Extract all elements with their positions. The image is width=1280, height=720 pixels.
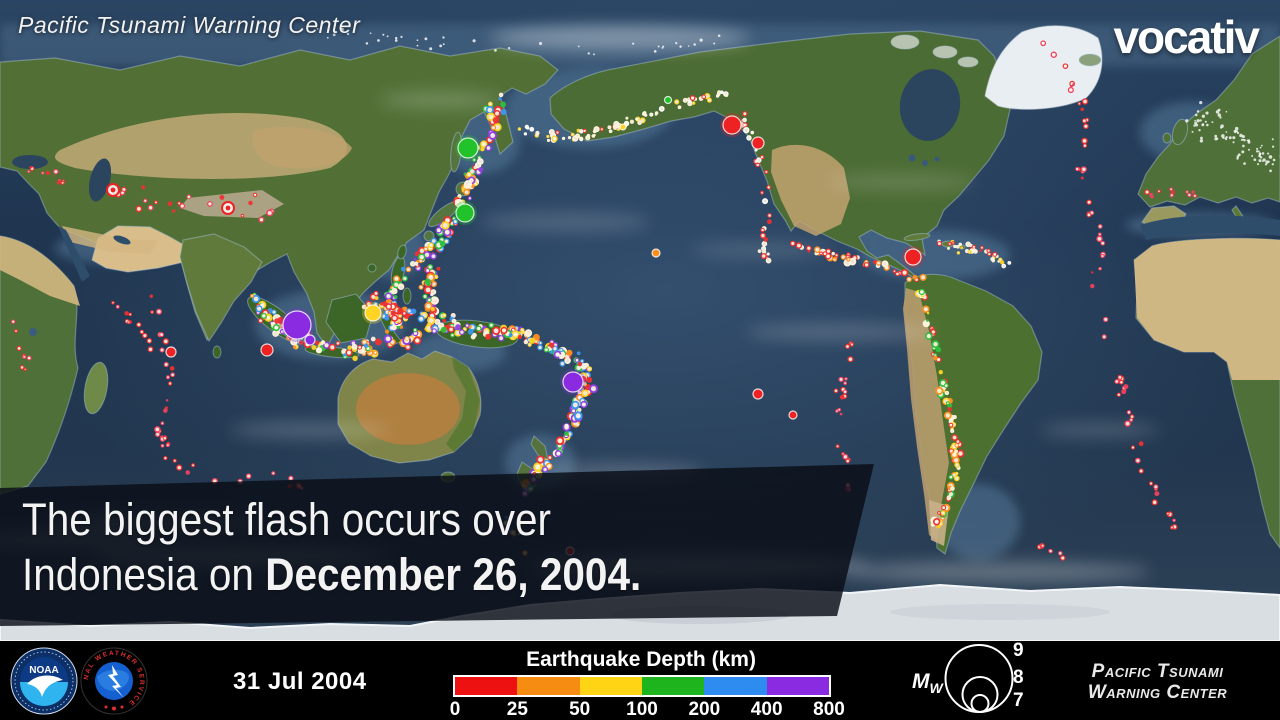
depth-segment (641, 677, 705, 695)
depth-tick: 800 (813, 699, 845, 720)
earthquake-dots-layer (10, 27, 1280, 561)
watermark-title: Pacific Tsunami Warning Center (18, 12, 361, 38)
magnitude-level: 7 (1013, 690, 1024, 711)
depth-segment (517, 677, 580, 695)
magnitude-circles (944, 644, 1014, 713)
inland-water (12, 69, 1280, 336)
depth-tick: 100 (626, 699, 658, 720)
depth-tick: 400 (750, 699, 783, 720)
status-bar: NOAA NATIONAL WEATHER SERVICE 31 Jul 200… (0, 640, 1280, 720)
noaa-logo: NOAA (10, 647, 78, 715)
depth-segment (455, 677, 518, 695)
depth-tick: 25 (506, 699, 528, 720)
depth-segment (579, 677, 642, 695)
depth-color-bar (453, 675, 831, 697)
org-name: Pacific Tsunami Warning Center (1087, 661, 1228, 703)
depth-tick: 200 (688, 699, 721, 720)
current-date: 31 Jul 2004 (233, 668, 367, 695)
caption-text: The biggest flash occurs over Indonesia … (22, 492, 641, 602)
caption-box (0, 464, 874, 626)
depth-segment (704, 677, 767, 695)
vocativ-logo: vocativ (1113, 11, 1260, 63)
caption-line2: Indonesia on December 26, 2004. (22, 549, 642, 600)
depth-segment (766, 677, 829, 695)
depth-legend-title: Earthquake Depth (km) (526, 648, 756, 671)
depth-tick-labels: 0 25 50 100 200 400 800 (449, 699, 845, 720)
noaa-logo-text: NOAA (29, 665, 58, 676)
magnitude-symbol: MW (912, 670, 943, 697)
depth-tick: 50 (569, 699, 591, 720)
nws-logo: NATIONAL WEATHER SERVICE (80, 647, 148, 715)
depth-tick: 0 (449, 699, 461, 720)
magnitude-level: 8 (1013, 667, 1024, 688)
terrain-overlays (0, 113, 1280, 546)
caption-line1: The biggest flash occurs over (22, 494, 552, 545)
magnitude-level: 9 (1013, 640, 1024, 661)
land-india (179, 233, 263, 343)
world-map (0, 0, 1280, 641)
